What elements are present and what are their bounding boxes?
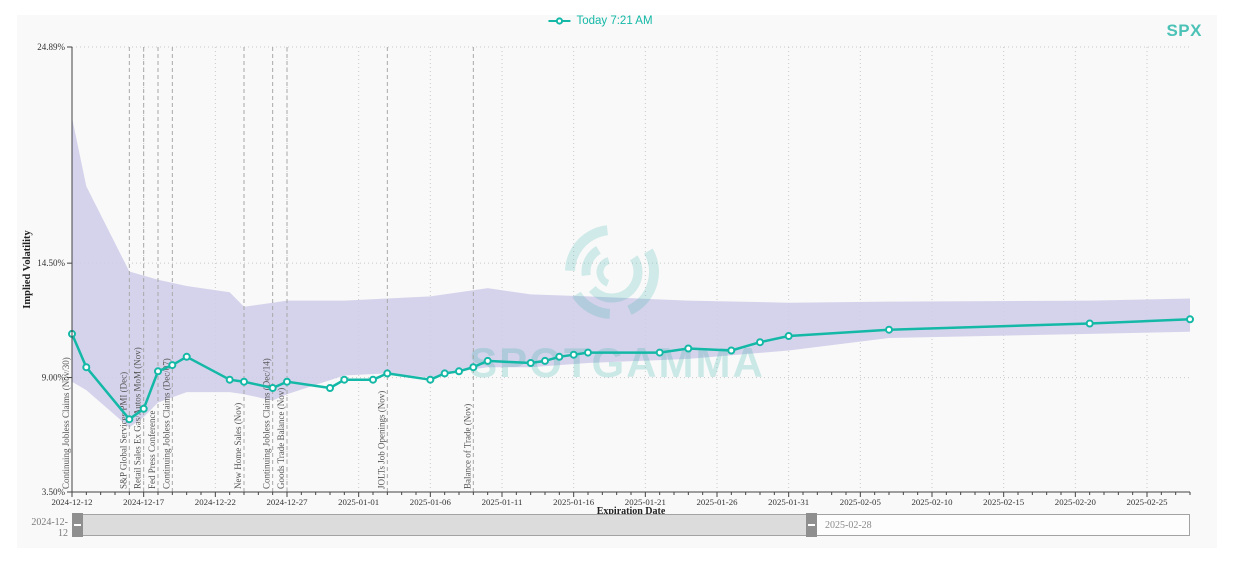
x-tick-label: 2024-12-27 [266, 497, 308, 507]
data-point-marker[interactable] [82, 363, 91, 372]
legend-label: Today 7:21 AM [576, 15, 653, 27]
x-tick-label: 2025-02-15 [983, 497, 1025, 507]
x-tick-label: 2025-01-16 [553, 497, 595, 507]
watermark-logo-icon [596, 256, 628, 288]
data-point-marker[interactable] [885, 325, 893, 334]
chart-panel [17, 15, 1217, 548]
slider-end-date-label: 2025-02-28 [825, 519, 872, 531]
data-point-marker[interactable] [1085, 319, 1094, 328]
data-point-marker[interactable] [283, 377, 291, 386]
data-point-marker[interactable] [483, 356, 492, 365]
data-point-marker[interactable] [655, 348, 664, 357]
event-label: Continuing Jobless Claims (Nov/30) [61, 357, 71, 489]
x-tick-label: 2025-02-25 [1126, 497, 1168, 507]
x-tick-label: 2025-01-11 [482, 497, 523, 507]
y-tick-label: 14.50% [37, 258, 65, 268]
x-tick-label: 2025-01-26 [696, 497, 738, 507]
slider-selected-range[interactable] [73, 515, 807, 535]
event-label: New Home Sales (Nov) [233, 403, 243, 489]
legend-item-today[interactable]: Today 7:21 AM [547, 15, 653, 27]
event-label: Continuing Jobless Claims (Dec/14) [262, 358, 272, 489]
x-tick-label: 2025-02-10 [911, 497, 953, 507]
event-label: Retail Sales Ex Gas/Autos MoM (Nov) [133, 347, 143, 489]
data-point-marker[interactable] [684, 344, 693, 353]
y-axis-title: Implied Volatility [22, 230, 33, 309]
x-tick-label: 2024-12-22 [195, 497, 236, 507]
data-point-marker[interactable] [1186, 315, 1194, 324]
y-tick-label: 24.89% [37, 42, 65, 52]
data-point-marker[interactable] [541, 356, 549, 365]
data-point-marker[interactable] [154, 367, 162, 376]
data-point-marker[interactable] [240, 377, 248, 386]
data-point-marker[interactable] [383, 369, 392, 378]
slider-grip [808, 524, 815, 526]
x-tick-label: 2025-01-06 [410, 497, 452, 507]
data-point-marker[interactable] [584, 348, 592, 357]
data-point-marker[interactable] [727, 346, 736, 355]
event-label: JOLTs Job Openings (Nov) [376, 391, 386, 489]
data-point-marker[interactable] [426, 375, 435, 384]
watermark-logo-icon [581, 241, 643, 303]
x-tick-label: 2025-02-05 [840, 497, 882, 507]
data-point-marker[interactable] [469, 363, 478, 372]
date-range-slider[interactable]: 2025-02-28 [72, 513, 1190, 537]
y-tick-label: 3.50% [42, 487, 66, 497]
data-point-marker[interactable] [182, 352, 191, 361]
data-point-marker[interactable] [225, 375, 234, 384]
x-axis-title: Expiration Date [597, 506, 666, 517]
event-label: Goods Trade Balance (Nov) [276, 388, 286, 489]
legend-line-marker-icon [548, 17, 571, 25]
data-point-marker[interactable] [440, 369, 449, 378]
event-label: Fed Press Conference [147, 411, 157, 489]
x-tick-label: 2025-01-01 [338, 497, 379, 507]
data-point-marker[interactable] [555, 352, 564, 361]
slider-handle-left[interactable] [72, 513, 83, 537]
data-point-marker[interactable] [455, 367, 463, 376]
data-point-marker[interactable] [569, 350, 578, 359]
iv-range-band [72, 117, 1190, 428]
slider-start-date-label: 2024-12-12 [31, 517, 68, 539]
x-tick-label: 2025-01-21 [625, 497, 666, 507]
data-point-marker[interactable] [268, 384, 277, 392]
symbol-label: SPX [1166, 21, 1202, 40]
y-tick-label: 9.00% [42, 373, 66, 383]
data-point-marker[interactable] [340, 375, 349, 384]
data-point-marker[interactable] [369, 375, 377, 384]
x-tick-label: 2025-01-31 [768, 497, 809, 507]
data-point-marker[interactable] [784, 332, 793, 340]
x-tick-label: 2024-12-12 [51, 497, 92, 507]
slider-handle-right[interactable] [806, 513, 817, 537]
data-point-marker[interactable] [756, 338, 764, 347]
data-point-marker[interactable] [139, 404, 148, 413]
data-point-marker[interactable] [168, 361, 177, 370]
event-label: Balance of Trade (Nov) [462, 404, 472, 489]
data-point-marker[interactable] [326, 384, 334, 392]
data-point-marker[interactable] [125, 415, 134, 424]
x-tick-label: 2025-02-20 [1055, 497, 1097, 507]
slider-grip [74, 524, 81, 526]
event-label: S&P Global Services PMI (Dec) [118, 372, 128, 489]
x-tick-label: 2024-12-17 [123, 497, 165, 507]
watermark-logo-icon [565, 225, 659, 319]
data-point-marker[interactable] [526, 359, 535, 367]
event-label: Continuing Jobless Claims (Dec/07) [161, 358, 171, 489]
